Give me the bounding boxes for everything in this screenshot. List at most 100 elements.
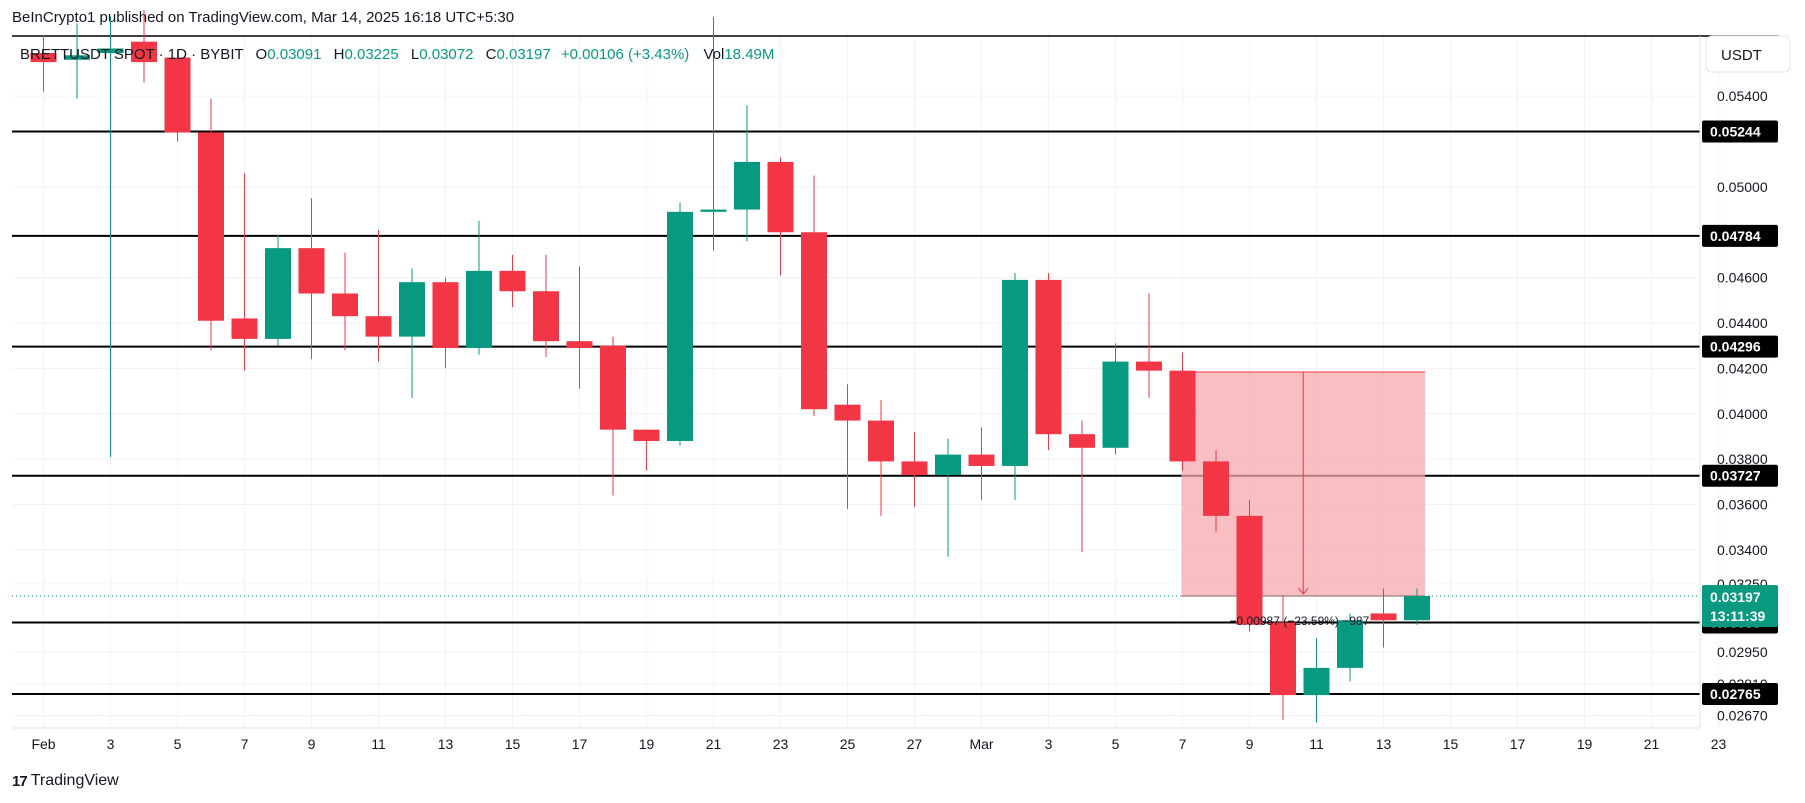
time-tick-label: 15 (505, 736, 521, 752)
measure-arrow-head (1297, 587, 1309, 595)
time-tick-label: 9 (1246, 736, 1254, 752)
candle (298, 198, 325, 360)
legend-close: 0.03197 (496, 46, 550, 63)
price-tick-label: 0.03600 (1717, 497, 1768, 513)
candle-body (399, 282, 425, 337)
candle-body (1169, 370, 1196, 462)
legend-low-label: L (411, 46, 419, 63)
price-tick-label: 0.04400 (1717, 315, 1768, 331)
time-tick-label: 27 (907, 736, 923, 752)
candle-body (64, 55, 90, 60)
candle (734, 105, 760, 242)
price-tick-label: 0.02950 (1717, 644, 1768, 660)
candle (1002, 273, 1028, 500)
time-tick-label: 11 (1309, 736, 1324, 752)
time-tick-label: 11 (371, 736, 386, 752)
legend-vol: 18.49M (724, 46, 774, 63)
candle (633, 429, 660, 471)
time-tick-label: 7 (1179, 736, 1187, 752)
time-tick-label: 21 (1644, 736, 1660, 752)
level-tag-label: 0.05244 (1710, 124, 1761, 140)
candle-body (1270, 622, 1296, 696)
candle-body (265, 248, 291, 339)
time-tick-label: 9 (308, 736, 316, 752)
candle (265, 234, 291, 346)
time-tick-label: 17 (572, 736, 588, 752)
candle (968, 427, 995, 500)
level-labels: 0.052440.047840.042960.037270.030800.027… (1702, 120, 1778, 705)
publisher-line: BeInCrypto1 published on TradingView.com… (12, 9, 515, 26)
candle-body (533, 291, 559, 342)
legend-symbol: BRETTUSDT SPOT · 1D · BYBIT (20, 46, 243, 63)
grid (12, 35, 1778, 728)
legend-open: 0.03091 (267, 46, 321, 63)
candle (868, 400, 894, 516)
price-tick-label: 0.04200 (1717, 360, 1768, 376)
candle-body (1404, 595, 1430, 621)
time-tick-label: Feb (31, 736, 55, 752)
candle-body (298, 248, 325, 294)
candle-body (499, 270, 526, 292)
time-tick-label: 21 (706, 736, 722, 752)
horizontal-levels (12, 130, 1700, 695)
time-tick-label: 5 (174, 736, 182, 752)
candle (332, 252, 358, 351)
price-tick-label: 0.04000 (1717, 406, 1768, 422)
candle-body (801, 232, 827, 410)
candle-body (868, 420, 894, 462)
candle-body (1337, 620, 1363, 668)
level-tag-label: 0.04784 (1710, 228, 1761, 244)
candle-body (1002, 279, 1028, 466)
legend-vol-label: Vol (703, 46, 724, 63)
time-tick-label: 5 (1112, 736, 1120, 752)
candle-body (600, 345, 626, 430)
time-tick-label: 19 (1577, 736, 1593, 752)
candle (1169, 352, 1196, 471)
candle (935, 438, 961, 557)
price-tick-label: 0.02670 (1717, 708, 1768, 724)
candle (466, 220, 492, 355)
legend-low: 0.03072 (419, 46, 473, 63)
candle (1236, 499, 1263, 632)
level-tag (1702, 224, 1778, 247)
currency-button[interactable]: USDT (1705, 35, 1791, 73)
candle (432, 277, 459, 369)
candle-body (97, 48, 124, 54)
last-price-tag: 0.03197 13:11:39 (1702, 584, 1778, 627)
level-tag (1702, 464, 1778, 487)
price-tick-label: 0.05000 (1717, 179, 1768, 195)
level-tag-label: 0.04296 (1710, 339, 1761, 355)
price-tick-label: 0.04600 (1717, 270, 1768, 286)
candle (97, 16, 124, 457)
price-axis[interactable] (12, 36, 1701, 729)
time-axis[interactable]: Feb 3 5 7 9 11 13 15 17 19 21 23 25 27 Mar 3 5 7 9 11 13 15 17… (31, 736, 1726, 752)
tradingview-brand[interactable]: 17 TradingView (12, 772, 119, 790)
candle-body (834, 404, 861, 421)
candle-body (1136, 361, 1162, 371)
candle-body (432, 282, 459, 348)
candle (499, 254, 526, 308)
candle-body (566, 341, 593, 348)
price-tick-label: 0.03400 (1717, 542, 1768, 558)
time-tick-label: 17 (1510, 736, 1526, 752)
price-tick-label: 0.03800 (1717, 451, 1768, 467)
candle (1136, 293, 1162, 398)
price-tick-label: 0.05400 (1717, 88, 1768, 104)
candle-body (30, 53, 57, 63)
level-tag (1702, 120, 1778, 143)
candle (30, 34, 57, 92)
candle (801, 175, 827, 417)
legend-high: 0.03225 (344, 46, 398, 63)
legend: BRETTUSDT SPOT · 1D · BYBIT O0.03091 H0.… (20, 46, 774, 63)
candle-body (466, 270, 492, 348)
candle (365, 229, 392, 362)
candle-body (633, 429, 660, 441)
candle-body (734, 161, 760, 210)
candle (1303, 638, 1330, 723)
candle (131, 9, 157, 83)
candle-body (1236, 515, 1263, 625)
candle (533, 254, 559, 358)
time-tick-label: 23 (773, 736, 789, 752)
candle (1337, 613, 1363, 682)
